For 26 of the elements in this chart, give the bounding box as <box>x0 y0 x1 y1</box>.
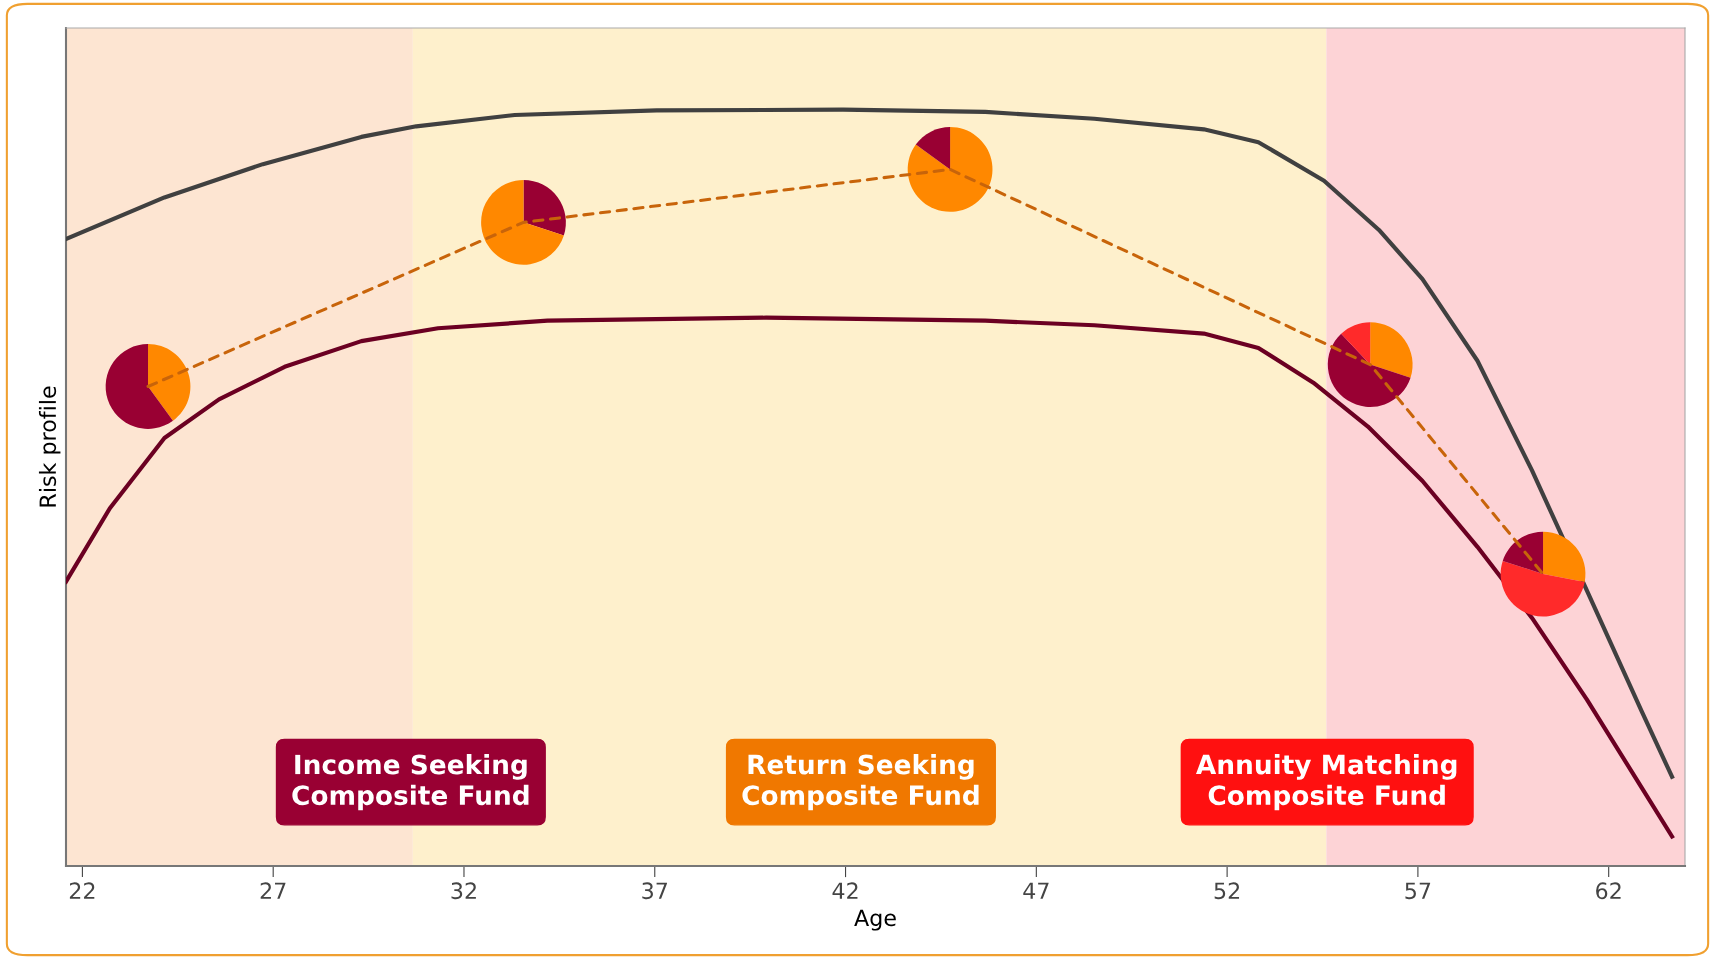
pie-slice <box>1500 560 1585 617</box>
pie-slice <box>1341 322 1371 365</box>
band-label: Annuity Matching Composite Fund <box>1196 754 1457 811</box>
pie-slice <box>1543 531 1586 583</box>
pie-slice <box>523 179 566 236</box>
pie-slice <box>915 127 951 170</box>
x-tick-label: 42 <box>832 882 858 899</box>
pie-slice <box>481 179 564 265</box>
x-tick-label: 52 <box>1214 882 1240 900</box>
x-tick-label: 32 <box>451 882 476 900</box>
pie-slice <box>105 344 173 429</box>
pie-slice <box>148 344 191 421</box>
x-tick-label: 47 <box>1023 882 1049 899</box>
band-label: Income Seeking Composite Fund <box>292 754 529 811</box>
x-tick-label: 22 <box>69 882 95 899</box>
x-axis-title: Age <box>854 909 896 931</box>
x-tick-label: 37 <box>642 882 667 900</box>
x-tick-label: 57 <box>1405 882 1431 900</box>
x-tick-label: 27 <box>260 882 286 899</box>
pie-slice <box>907 127 993 212</box>
band-label: Return Seeking Composite Fund <box>742 754 979 811</box>
pie-slice <box>1327 333 1411 407</box>
pie-slice <box>1370 322 1413 378</box>
pie-slice <box>1502 531 1544 575</box>
y-axis-title: Risk profile <box>38 386 61 507</box>
x-tick-label: 62 <box>1596 882 1621 900</box>
